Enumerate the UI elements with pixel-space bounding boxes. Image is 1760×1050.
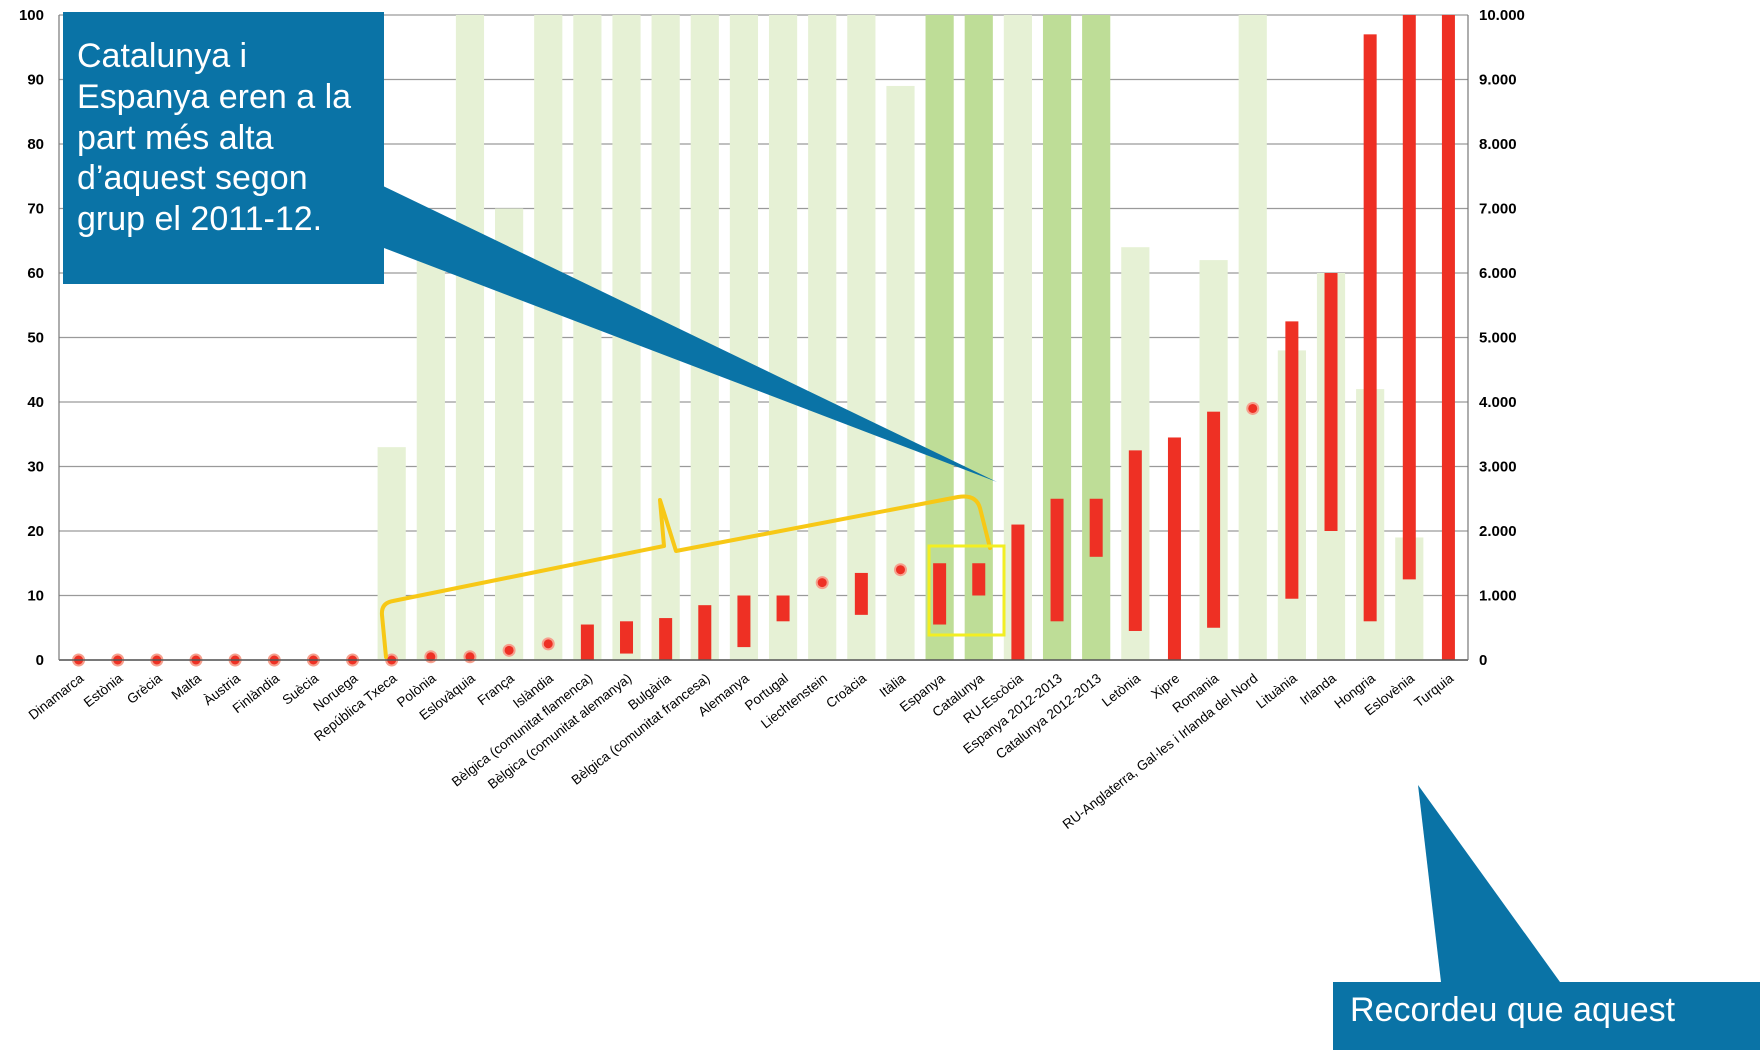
right-tick-label: 10.000 [1479,7,1525,24]
right-tick-label: 3.000 [1479,459,1517,476]
category-label: Croàcia [823,670,869,711]
background-bar [1082,15,1111,660]
range-bar [854,572,868,615]
range-point [1248,403,1258,413]
category-label: Turquia [1411,670,1456,710]
range-bar [1363,34,1377,622]
right-tick-label: 4.000 [1479,394,1517,411]
right-tick-label: 5.000 [1479,330,1517,347]
category-label: Malta [169,670,205,702]
range-bar [1050,498,1064,622]
range-bar [1402,15,1416,580]
range-bar [1285,321,1299,599]
axes [58,15,1469,661]
left-tick-label: 80 [27,136,44,153]
category-label: Dinamarca [26,670,87,722]
range-bar [1011,524,1025,660]
range-bar [972,563,986,596]
left-tick-label: 20 [27,523,44,540]
range-point [465,652,475,662]
range-bar [737,595,751,648]
range-point [895,565,905,575]
background-bar [534,15,563,660]
right-axis-ticks: 0 1.000 2.000 3.000 4.000 5.000 6.000 7.000 8.00… [1479,7,1525,669]
range-bar [1089,498,1103,557]
background-bar [808,15,837,660]
background-bar [768,15,798,660]
right-tick-label: 0 [1479,652,1487,669]
right-tick-label: 8.000 [1479,136,1517,153]
left-tick-label: 100 [19,7,44,24]
range-point [817,578,827,588]
background-bar [455,15,485,660]
background-bar [847,15,876,660]
range-bar [698,605,712,660]
category-label: Itàlia [877,670,909,700]
left-tick-label: 50 [27,330,44,347]
range-bar [580,624,594,660]
callout-top-text: Catalunya i Espanya eren a la part més a… [77,37,352,239]
left-tick-label: 70 [27,201,44,218]
background-bar [964,15,993,660]
highlight-box [927,544,1006,637]
callout-bottom-pointer [1418,785,1560,982]
left-tick-label: 60 [27,265,44,282]
background-bar [573,15,602,660]
left-tick-label: 0 [36,652,44,669]
callout-top-pointer [350,170,997,482]
right-tick-label: 2.000 [1479,523,1517,540]
category-label: Lituània [1253,670,1300,711]
category-label: França [475,670,518,708]
background-bars [377,15,1424,660]
left-tick-label: 30 [27,459,44,476]
category-label: Letònia [1099,670,1144,709]
range-series [72,15,1455,667]
background-bar [1238,15,1267,660]
callout-top-box [63,12,384,284]
range-point [504,645,514,655]
right-tick-label: 7.000 [1479,201,1517,218]
left-axis-ticks: 0 10 20 30 40 50 60 70 80 90 100 [19,7,44,669]
range-point [543,639,553,649]
range-bar [1441,15,1455,660]
category-label: Estònia [81,670,126,710]
range-bar [620,621,634,654]
callout-bottom-box [1333,982,1760,1050]
background-bar [729,15,759,660]
left-tick-label: 10 [27,588,44,605]
category-label: Grècia [124,670,165,707]
range-bar [933,563,947,625]
left-tick-label: 40 [27,394,44,411]
right-tick-label: 1.000 [1479,588,1517,605]
range-bar [1324,273,1338,531]
range-bar [659,618,673,660]
right-tick-label: 6.000 [1479,265,1517,282]
annotations [63,12,1760,1050]
right-tick-label: 9.000 [1479,72,1517,89]
callout-bottom-text: Recordeu que aquest [1350,991,1676,1029]
range-bar [1128,450,1142,631]
group-bracket [379,494,992,659]
left-tick-label: 90 [27,72,44,89]
range-bar [1167,437,1181,660]
range-point [426,652,436,662]
range-bar [776,595,790,622]
range-bar [1207,411,1221,628]
